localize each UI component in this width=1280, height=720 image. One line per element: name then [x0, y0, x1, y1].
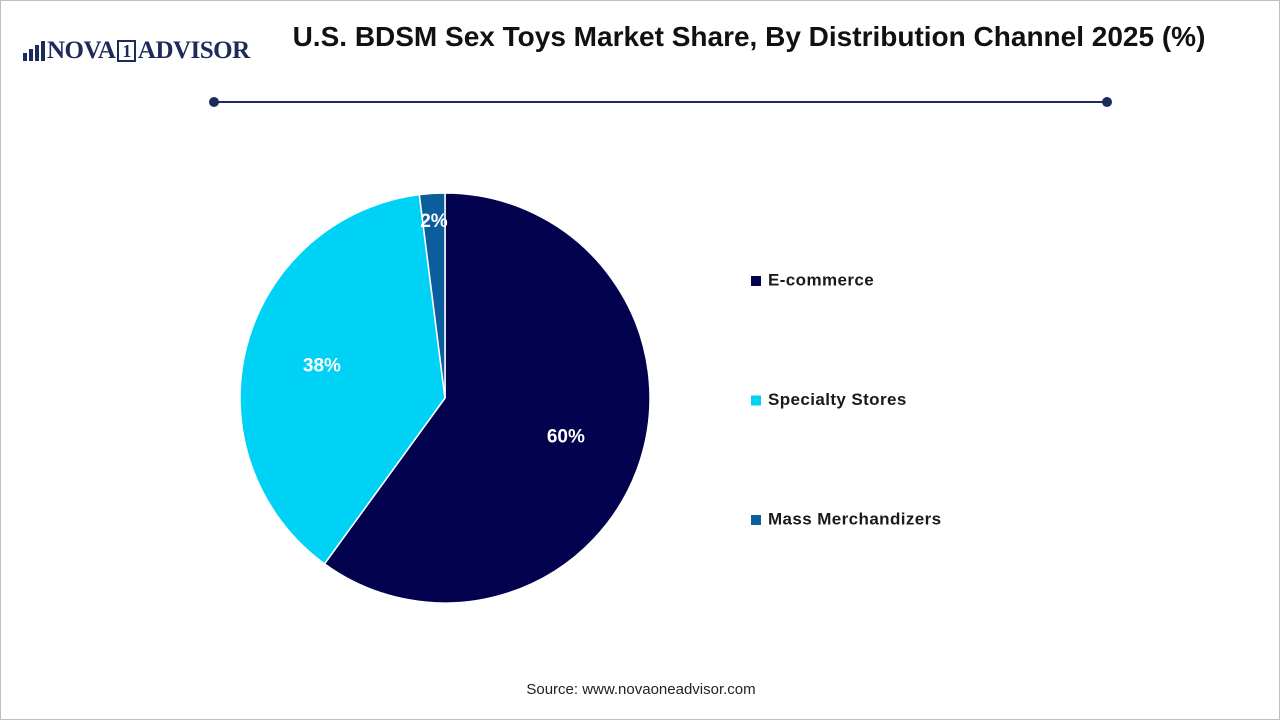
- legend-label: E-commerce: [768, 270, 874, 289]
- logo-text: ADVISOR: [137, 37, 250, 64]
- logo-text: NOVA: [47, 37, 116, 64]
- legend-marker: [751, 395, 761, 406]
- data-label: 60%: [547, 426, 585, 447]
- rule-dot: [209, 97, 219, 107]
- logo: NOVA 1 ADVISOR: [21, 37, 250, 65]
- logo-icon: [23, 41, 45, 61]
- source: Source: www.novaoneadvisor.com: [526, 681, 755, 698]
- legend-marker: [751, 276, 761, 286]
- rule-dot: [1102, 97, 1112, 107]
- legend-label: Mass Merchandizers: [768, 509, 942, 528]
- legend-marker: [751, 515, 761, 525]
- logo-text: 1: [117, 40, 136, 62]
- chart-title: U.S. BDSM Sex Toys Market Share, By Dist…: [292, 21, 1206, 52]
- data-label: 2%: [420, 211, 448, 232]
- data-label: 38%: [303, 355, 341, 376]
- legend-label: Specialty Stores: [768, 390, 907, 409]
- pie-slice: [418, 192, 446, 399]
- pie-slice: [323, 192, 651, 604]
- pie-slice: [239, 193, 446, 565]
